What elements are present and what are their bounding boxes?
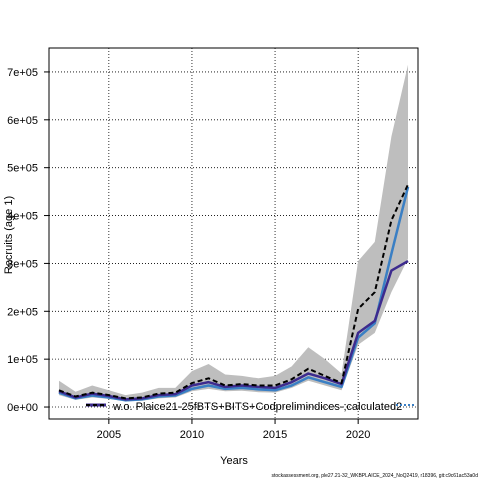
x-tick-label-2: 2015	[263, 429, 287, 441]
y-tick-label-6: 6e+05	[7, 115, 38, 127]
y-axis: 0e+00 1e+05 2e+05 3e+05 4e+05 5e+05 6e+05 7e+05	[7, 67, 49, 414]
footer-provenance: stockassessment.org, ple27.21-32_WKBPLAI…	[271, 473, 478, 479]
x-tick-label-0: 2005	[97, 429, 121, 441]
plot-frame	[48, 47, 419, 420]
legend: w.o. Plaice21-25fBTS+BITS+Codprelimindic…	[86, 401, 414, 413]
y-tick-label-7: 7e+05	[7, 67, 38, 79]
series-line-0	[58, 184, 409, 400]
gridlines	[49, 48, 418, 419]
y-tick-label-1: 1e+05	[7, 354, 38, 366]
y-axis-label: Recruits (age 1)	[3, 196, 15, 274]
y-tick-label-5: 5e+05	[7, 163, 38, 175]
y-tick-label-0: 0e+00	[7, 402, 38, 414]
x-axis-label: Years	[220, 455, 248, 467]
legend-entry-label: w.o. Plaice21-25fBTS+BITS+Codprelimindic…	[112, 401, 402, 413]
y-tick-label-3: 3e+05	[7, 258, 38, 270]
x-tick-label-3: 2020	[346, 429, 370, 441]
x-tick-label-1: 2010	[180, 429, 204, 441]
y-tick-label-2: 2e+05	[7, 306, 38, 318]
series-lines	[58, 184, 410, 402]
y-tick-label-4: 4e+05	[7, 211, 38, 223]
confidence-band-area	[58, 64, 409, 402]
x-axis: 2005 2010 2015 2020	[97, 419, 370, 441]
confidence-band	[58, 64, 409, 402]
